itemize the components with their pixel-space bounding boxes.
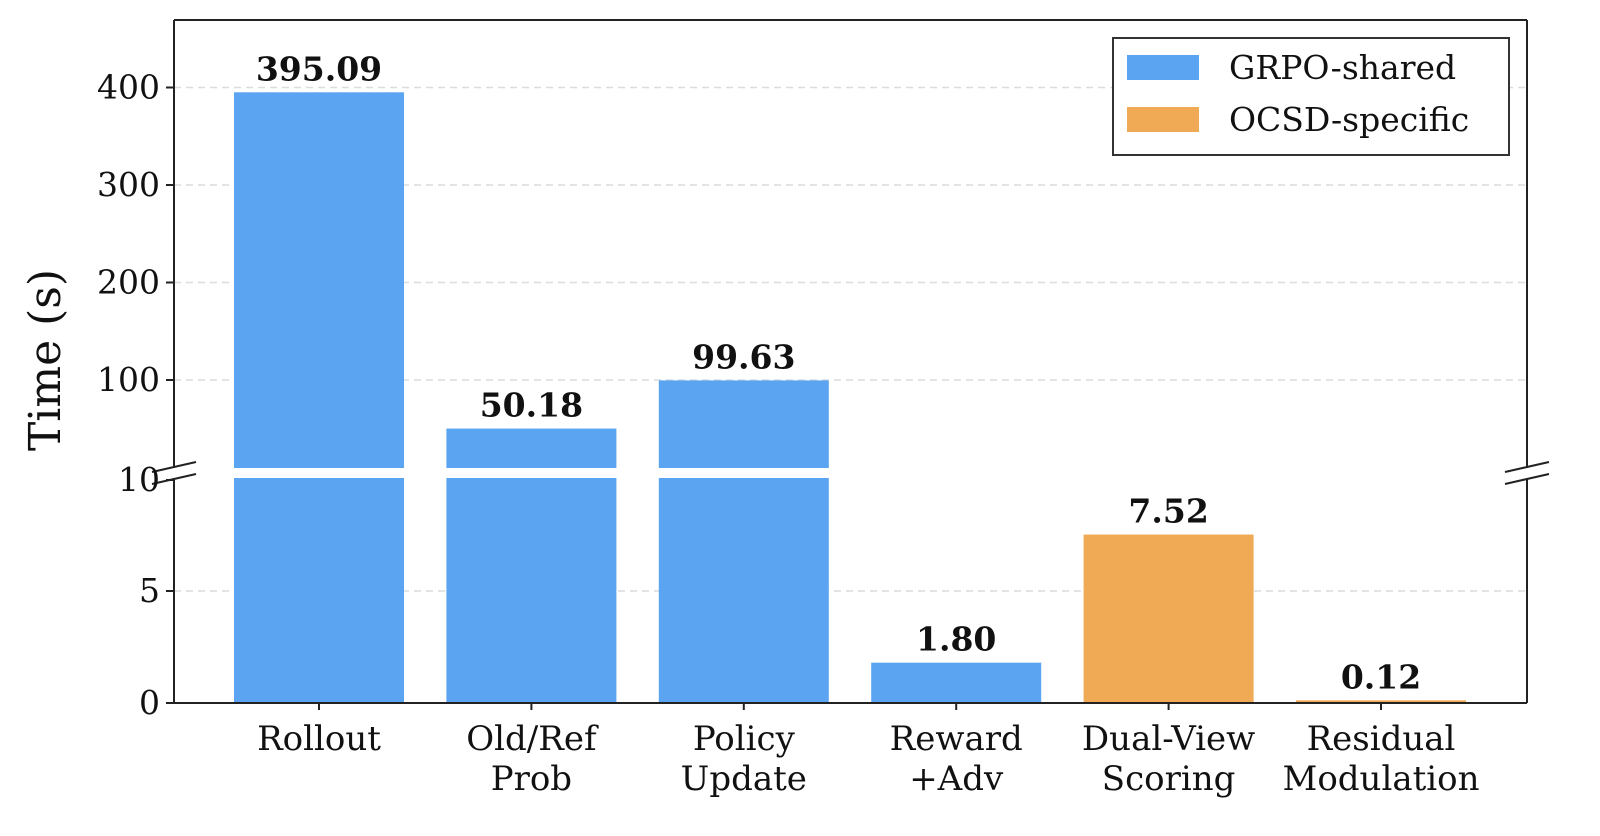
bar-value-label: 99.63: [692, 337, 795, 376]
axis-break-mark-right: [1504, 473, 1550, 485]
x-tick-label: Policy: [693, 719, 796, 759]
x-tick-label: Modulation: [1283, 759, 1480, 799]
axis-break-gap: [168, 468, 1533, 478]
grid-lines: [174, 86, 1527, 592]
y-axis-ticks: 100 200 300 400 0 5 10: [97, 68, 1382, 722]
y-tick-label: 400: [97, 68, 160, 107]
legend-label-grpo-shared: GRPO-shared: [1229, 48, 1456, 87]
x-tick-label: Dual-View: [1082, 719, 1255, 759]
x-tick-label: Rollout: [257, 719, 381, 759]
x-tick-label: Old/Ref: [466, 719, 599, 759]
x-tick-label: Prob: [491, 759, 572, 799]
y-tick-label: 0: [139, 683, 160, 722]
bar-value-label: 50.18: [480, 386, 583, 425]
bar-value-label: 7.52: [1128, 492, 1208, 531]
x-tick-label: +Adv: [909, 759, 1004, 799]
bar-value-label: 1.80: [916, 620, 996, 659]
x-tick-label: Reward: [890, 719, 1023, 759]
y-tick-label: 10: [118, 460, 160, 499]
y-tick-label: 300: [97, 165, 160, 204]
bar-dual-view-scoring: [1083, 534, 1254, 703]
bar-residual-modulation: [1296, 700, 1466, 703]
bar-reward-adv: [871, 662, 1042, 703]
bar-value-label: 395.09: [256, 49, 382, 88]
x-tick-label: Scoring: [1102, 759, 1236, 799]
y-tick-label: 100: [97, 360, 160, 399]
legend: GRPO-shared OCSD-specific: [1112, 37, 1510, 156]
legend-swatch-grpo-shared: [1127, 55, 1199, 80]
axis-break-mark-left: [151, 461, 197, 473]
y-axis-title: Time (s): [20, 269, 71, 451]
y-tick-label: 5: [139, 571, 160, 610]
bar-rollout: [234, 92, 404, 704]
axis-break-mark-right: [1504, 461, 1550, 473]
legend-swatch-ocsd-specific: [1127, 107, 1199, 132]
y-tick-label: 200: [97, 263, 160, 302]
bar-policy-update: [658, 380, 829, 703]
bars: [234, 92, 1466, 704]
legend-label-ocsd-specific: OCSD-specific: [1229, 100, 1469, 139]
bar-value-labels: 395.09 50.18 99.63 1.80 7.52 0.12: [256, 49, 1421, 696]
bar-value-label: 0.12: [1341, 657, 1421, 696]
x-tick-label: Residual: [1307, 719, 1456, 759]
x-tick-label: Update: [681, 759, 807, 799]
